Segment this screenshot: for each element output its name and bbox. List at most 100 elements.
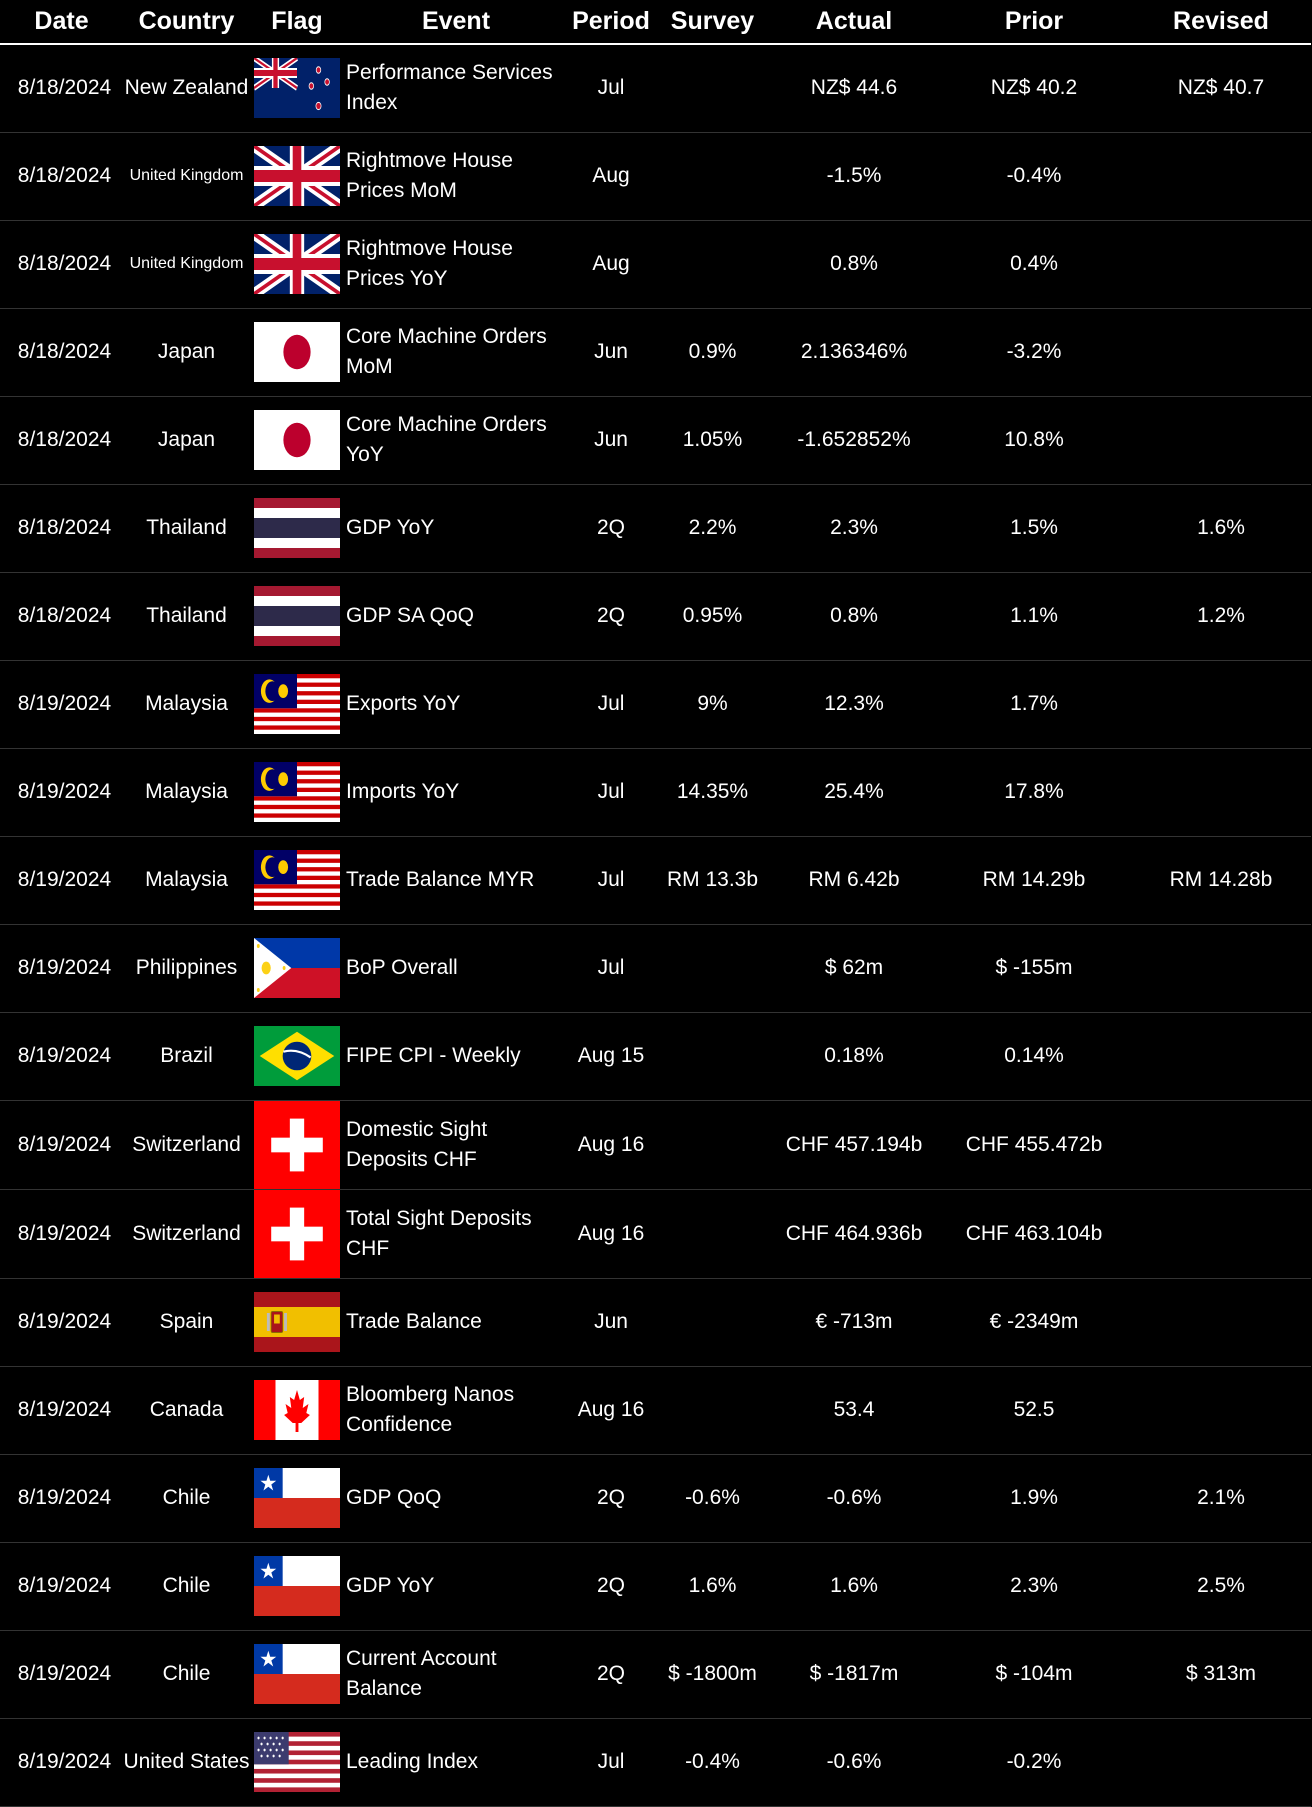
revised-cell xyxy=(1131,660,1311,748)
period-cell: Jul xyxy=(597,956,625,979)
country-cell: New Zealand xyxy=(124,76,249,100)
header-event: Event xyxy=(344,0,568,45)
country-cell: Japan xyxy=(157,428,216,451)
revised-cell xyxy=(1131,1100,1311,1189)
actual-cell: 0.8% xyxy=(830,252,878,275)
country-cell: United States xyxy=(123,1750,250,1773)
event-cell: Domestic Sight Deposits CHF xyxy=(346,1117,488,1171)
spain-flag xyxy=(254,1292,340,1352)
united-kingdom-flag xyxy=(254,234,340,294)
revised-cell xyxy=(1131,396,1311,484)
event-cell: Rightmove House Prices MoM xyxy=(346,149,513,202)
actual-cell: -0.6% xyxy=(826,1750,882,1773)
table-row: 8/18/2024 New Zealand Performance Services… xyxy=(0,44,1311,132)
period-cell: Aug xyxy=(592,164,630,187)
flag-cell xyxy=(250,1189,344,1278)
prior-cell: RM 14.29b xyxy=(982,868,1086,891)
date-cell: 8/18/2024 xyxy=(17,340,112,363)
period-cell: Jul xyxy=(597,868,625,891)
table-row: 8/19/2024 Malaysia Trade Balance MYR Jul RM … xyxy=(0,836,1311,924)
prior-cell: 1.9% xyxy=(1010,1486,1058,1509)
survey-cell xyxy=(654,1189,771,1278)
actual-cell: 53.4 xyxy=(833,1398,875,1421)
prior-cell: 1.1% xyxy=(1010,604,1058,627)
survey-cell: 14.35% xyxy=(676,780,749,803)
actual-cell: 2.3% xyxy=(830,516,878,539)
thailand-flag xyxy=(254,586,340,646)
event-cell: Trade Balance MYR xyxy=(346,868,535,891)
header-flag: Flag xyxy=(250,0,344,45)
survey-cell: 0.9% xyxy=(688,340,737,363)
event-cell: Total Sight Deposits CHF xyxy=(346,1206,532,1260)
actual-cell: 25.4% xyxy=(824,780,884,803)
date-cell: 8/19/2024 xyxy=(17,780,112,803)
survey-cell xyxy=(654,924,771,1012)
table-row: 8/18/2024 Japan Core Machine Orders MoM Jun… xyxy=(0,308,1311,396)
table-row: 8/18/2024 United Kingdom Rightmove House P… xyxy=(0,132,1311,220)
header-prior: Prior xyxy=(937,0,1131,45)
survey-cell xyxy=(654,220,771,308)
revised-cell xyxy=(1131,1189,1311,1278)
event-cell: GDP SA QoQ xyxy=(346,604,474,627)
actual-cell: 12.3% xyxy=(824,692,884,715)
date-cell: 8/19/2024 xyxy=(17,1486,112,1509)
period-cell: 2Q xyxy=(596,1574,625,1597)
prior-cell: 10.8% xyxy=(1004,428,1064,451)
survey-cell xyxy=(654,1278,771,1366)
country-cell: Brazil xyxy=(160,1044,213,1067)
flag-cell xyxy=(250,44,344,132)
actual-cell: $ 62m xyxy=(824,956,884,979)
table-row: 8/19/2024 Chile GDP YoY 2Q 1.6% 1.6% 2.3% 2.5% xyxy=(0,1542,1311,1630)
prior-cell: 1.7% xyxy=(1010,692,1058,715)
revised-cell xyxy=(1131,924,1311,1012)
prior-cell: $ -155m xyxy=(995,956,1073,979)
period-cell: Aug 16 xyxy=(577,1398,645,1421)
event-cell: Core Machine Orders YoY xyxy=(346,413,547,466)
actual-cell: 0.18% xyxy=(824,1044,884,1067)
country-cell: United Kingdom xyxy=(129,167,244,184)
revised-cell: RM 14.28b xyxy=(1169,868,1273,891)
revised-cell: 2.1% xyxy=(1197,1486,1245,1509)
flag-cell xyxy=(250,308,344,396)
revised-cell xyxy=(1131,132,1311,220)
event-cell: Exports YoY xyxy=(346,692,461,715)
prior-cell: -0.2% xyxy=(1006,1750,1062,1773)
prior-cell: 17.8% xyxy=(1004,780,1064,803)
survey-cell: 0.95% xyxy=(682,604,743,627)
survey-cell xyxy=(654,132,771,220)
country-cell: Chile xyxy=(162,1486,211,1509)
table-row: 8/19/2024 United States Leading Index Jul -0… xyxy=(0,1718,1311,1806)
prior-cell: CHF 463.104b xyxy=(965,1221,1103,1245)
country-cell: Spain xyxy=(159,1310,214,1333)
date-cell: 8/19/2024 xyxy=(17,1574,112,1597)
table-row: 8/19/2024 Brazil FIPE CPI - Weekly Aug 15 0.… xyxy=(0,1012,1311,1100)
united-kingdom-flag xyxy=(254,146,340,206)
event-cell: GDP YoY xyxy=(346,1574,435,1597)
actual-cell: 2.136346% xyxy=(800,340,908,363)
japan-flag xyxy=(254,322,340,382)
prior-cell: CHF 455.472b xyxy=(965,1132,1103,1156)
header-row: Date Country Flag Event Period Survey Ac… xyxy=(0,0,1311,45)
flag-cell xyxy=(250,132,344,220)
new-zealand-flag xyxy=(254,58,340,119)
revised-cell: 1.6% xyxy=(1197,516,1245,539)
table-row: 8/19/2024 Canada Bloomberg Nanos Confidenc… xyxy=(0,1366,1311,1454)
actual-cell: 1.6% xyxy=(830,1574,878,1597)
survey-cell xyxy=(654,1100,771,1189)
period-cell: 2Q xyxy=(596,516,625,539)
flag-cell xyxy=(250,1718,344,1806)
table-row: 8/19/2024 Switzerland Total Sight Deposits… xyxy=(0,1189,1311,1278)
table-row: 8/19/2024 Chile GDP QoQ 2Q -0.6% -0.6% 1.9% 2.1… xyxy=(0,1454,1311,1542)
revised-cell xyxy=(1131,1718,1311,1806)
flag-cell xyxy=(250,396,344,484)
actual-cell: NZ$ 44.6 xyxy=(810,76,898,100)
actual-cell: 0.8% xyxy=(830,604,878,627)
event-cell: Performance Services Index xyxy=(346,61,553,115)
chile-flag xyxy=(254,1556,340,1616)
event-cell: Leading Index xyxy=(346,1750,478,1773)
period-cell: Jul xyxy=(597,780,625,803)
period-cell: Aug 15 xyxy=(577,1044,645,1067)
malaysia-flag xyxy=(254,674,340,734)
prior-cell: 2.3% xyxy=(1010,1574,1058,1597)
prior-cell: 52.5 xyxy=(1013,1398,1055,1421)
